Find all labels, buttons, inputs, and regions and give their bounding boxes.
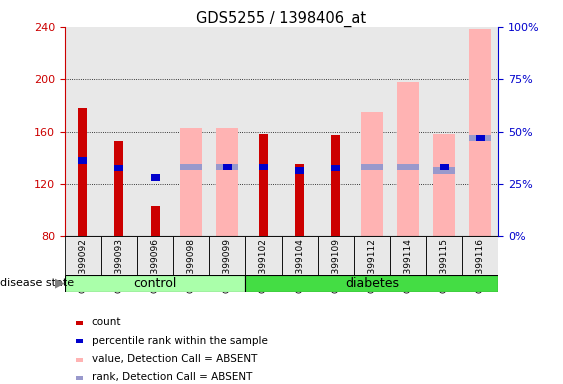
Bar	[259, 134, 268, 236]
Bar	[216, 127, 238, 236]
Text: value, Detection Call = ABSENT: value, Detection Call = ABSENT	[92, 354, 257, 364]
Bar	[470, 30, 491, 236]
Bar	[180, 164, 202, 170]
Text: GSM399102: GSM399102	[259, 238, 268, 293]
Text: rank, Detection Call = ABSENT: rank, Detection Call = ABSENT	[92, 372, 252, 382]
Bar	[440, 164, 449, 170]
Bar	[245, 275, 498, 292]
Text: control: control	[133, 277, 177, 290]
Bar	[318, 236, 354, 275]
Text: GSM399115: GSM399115	[440, 238, 449, 293]
Text: GSM399109: GSM399109	[331, 238, 340, 293]
Bar	[361, 164, 383, 170]
Bar	[390, 236, 426, 275]
Bar	[476, 135, 485, 141]
Bar	[434, 167, 455, 174]
Text: disease state: disease state	[0, 278, 74, 288]
Text: GSM399114: GSM399114	[404, 238, 413, 293]
Bar	[101, 236, 137, 275]
Bar	[150, 174, 160, 180]
Bar	[180, 127, 202, 236]
Bar	[426, 236, 462, 275]
Bar	[216, 164, 238, 170]
Bar	[78, 157, 87, 164]
Bar	[434, 134, 455, 236]
Text: ▶: ▶	[55, 277, 65, 290]
Bar	[173, 236, 209, 275]
Bar	[259, 164, 268, 170]
Bar	[137, 236, 173, 275]
Bar	[295, 164, 304, 236]
Bar	[397, 164, 419, 170]
Bar	[78, 108, 87, 236]
Bar	[209, 236, 245, 275]
Text: GSM399112: GSM399112	[367, 238, 376, 293]
Bar	[470, 135, 491, 141]
Text: GSM399093: GSM399093	[114, 238, 123, 293]
Bar	[331, 136, 340, 236]
Bar	[462, 236, 498, 275]
Bar	[223, 164, 232, 170]
Bar	[65, 236, 101, 275]
Text: GSM399096: GSM399096	[150, 238, 159, 293]
Bar	[65, 275, 245, 292]
Bar	[354, 236, 390, 275]
Bar	[114, 165, 123, 171]
Bar	[331, 165, 340, 171]
Bar	[114, 141, 123, 236]
Bar	[361, 112, 383, 236]
Text: GSM399092: GSM399092	[78, 238, 87, 293]
Text: percentile rank within the sample: percentile rank within the sample	[92, 336, 267, 346]
Text: count: count	[92, 317, 121, 327]
Text: GSM399098: GSM399098	[187, 238, 196, 293]
Text: diabetes: diabetes	[345, 277, 399, 290]
Text: GSM399099: GSM399099	[223, 238, 232, 293]
Bar	[295, 167, 304, 174]
Bar	[150, 206, 160, 236]
Title: GDS5255 / 1398406_at: GDS5255 / 1398406_at	[196, 11, 367, 27]
Text: GSM399116: GSM399116	[476, 238, 485, 293]
Bar	[397, 82, 419, 236]
Text: GSM399104: GSM399104	[295, 238, 304, 293]
Bar	[282, 236, 318, 275]
Bar	[245, 236, 282, 275]
